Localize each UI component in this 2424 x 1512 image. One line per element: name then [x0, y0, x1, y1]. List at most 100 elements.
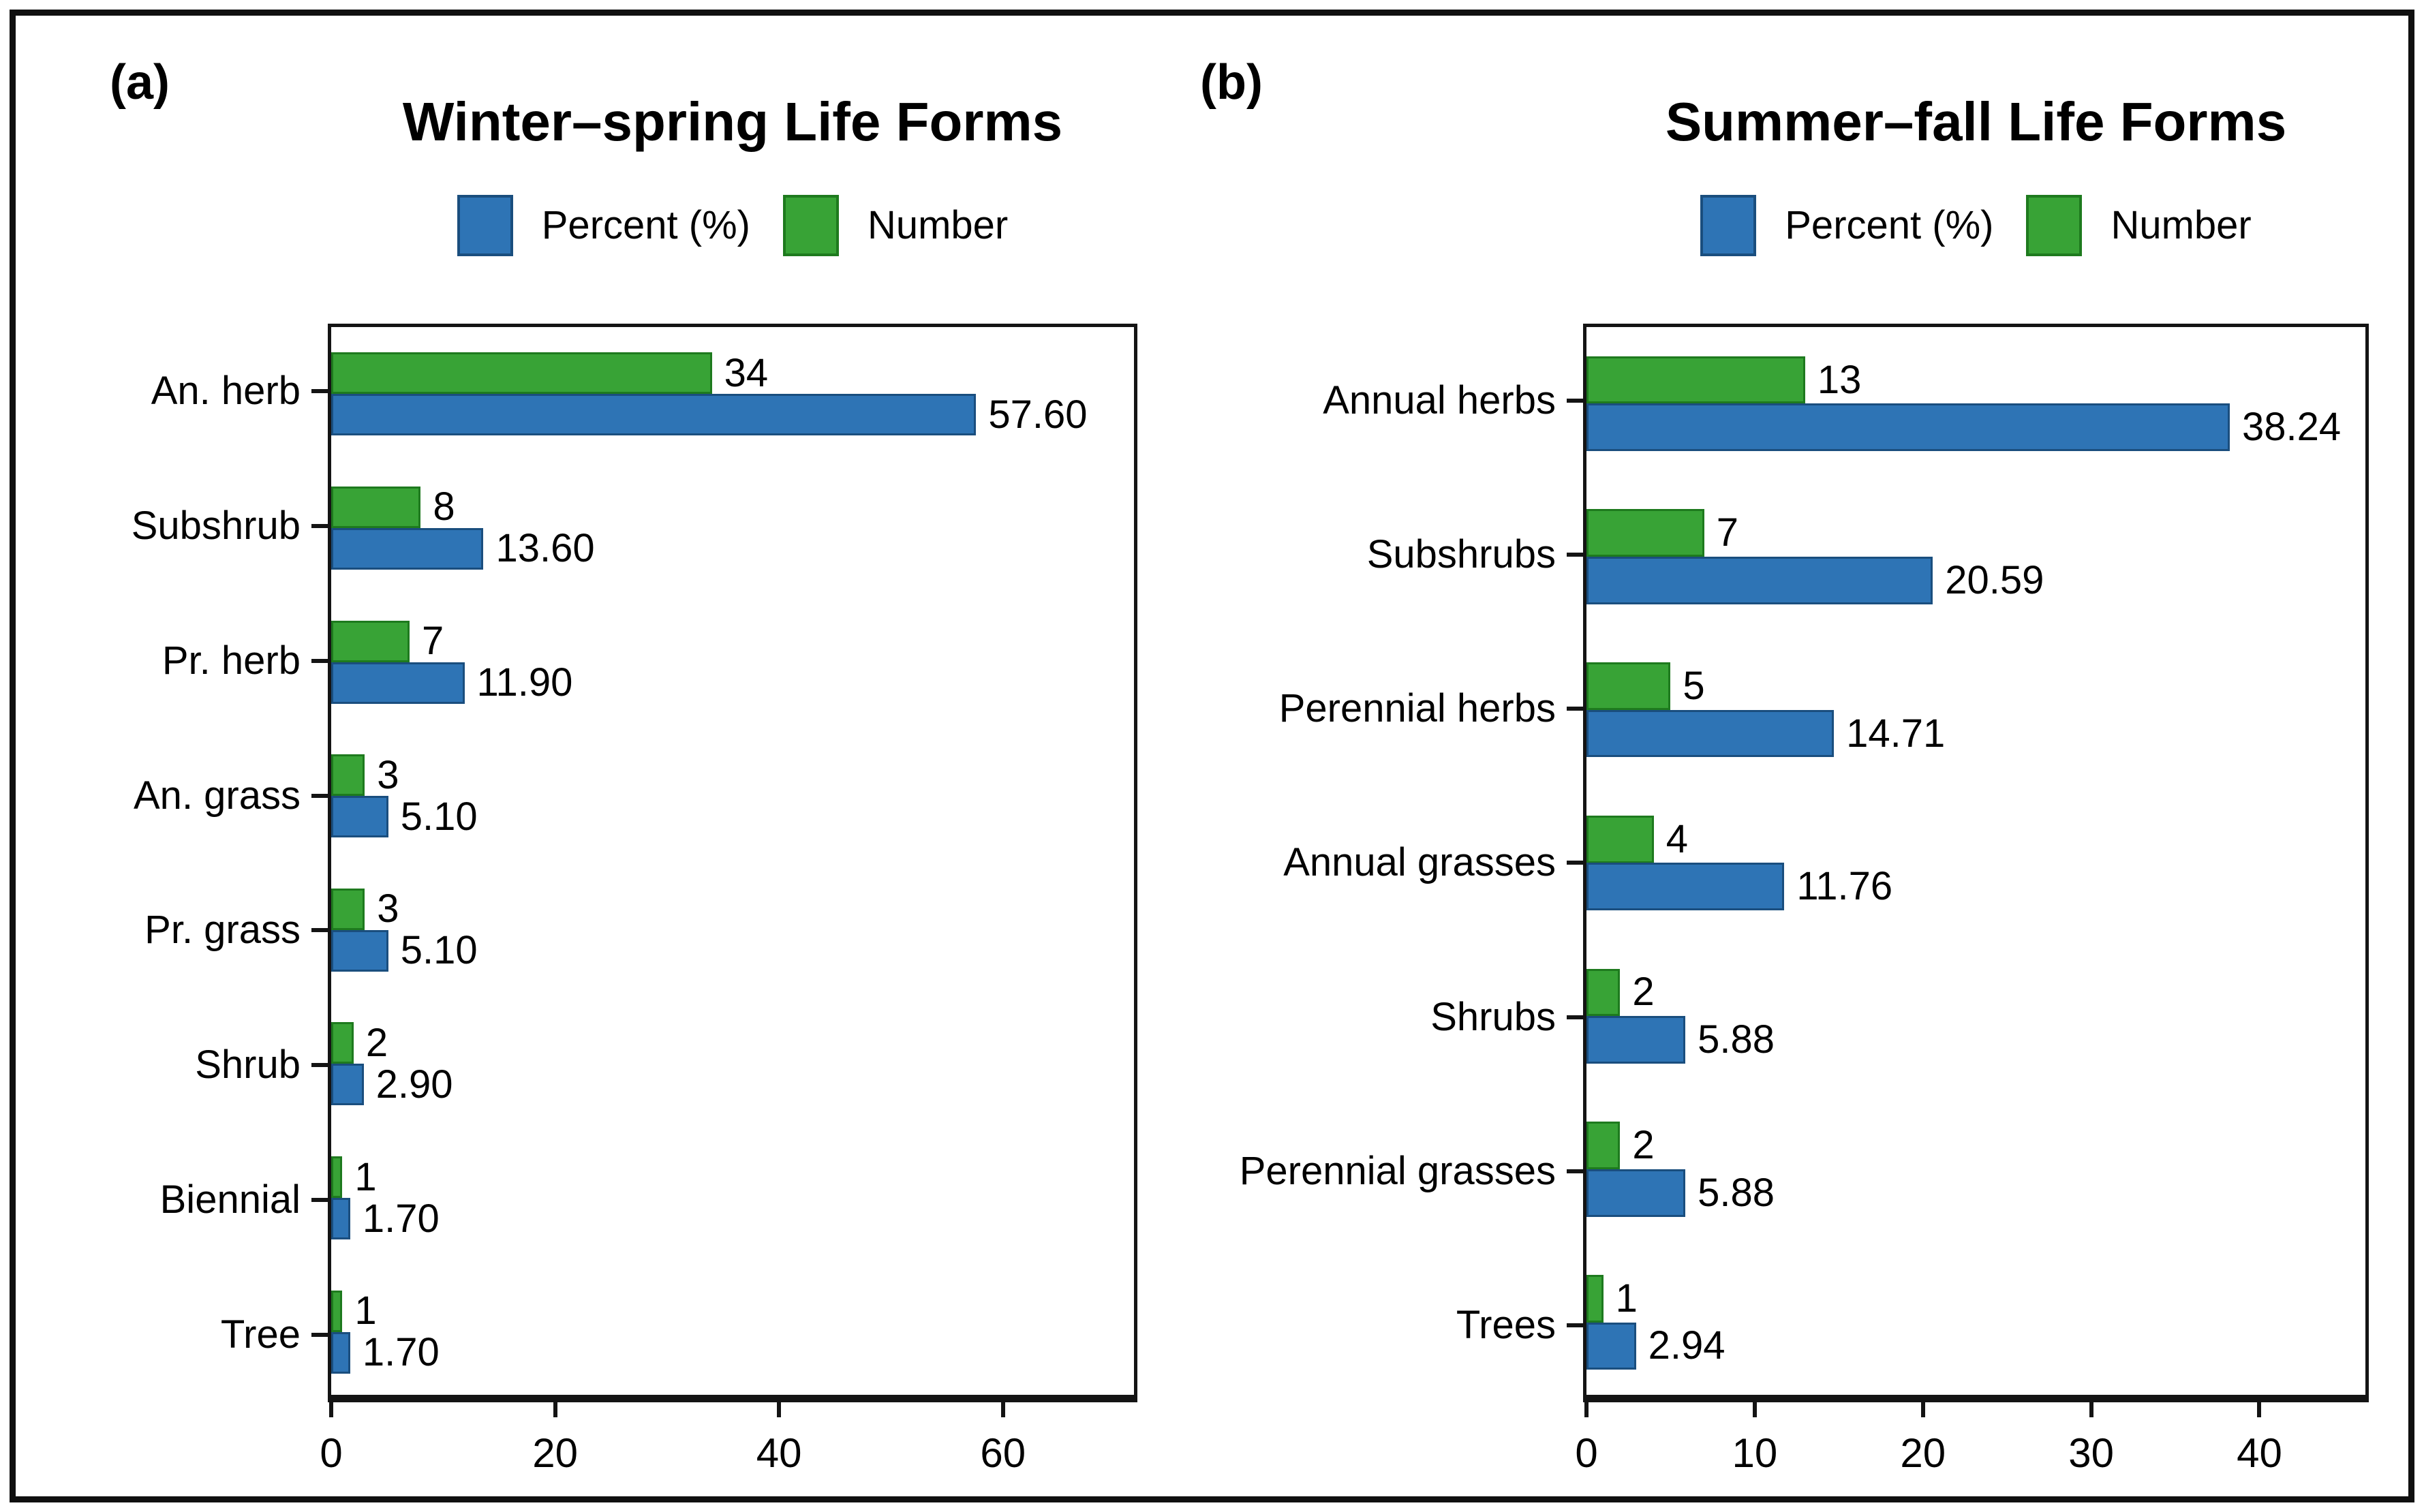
bar-value-label-percent: 13.60	[495, 526, 595, 571]
bar-group: 3 5.10	[331, 729, 1134, 863]
bar-value-label-percent: 57.60	[988, 392, 1088, 437]
number-swatch	[782, 195, 839, 256]
bar-number	[1586, 1274, 1604, 1323]
x-tick-label: 30	[2068, 1430, 2114, 1476]
panel-b-chart: Annual herbs Subshrubs Perennial herbs Annu…	[1188, 324, 2384, 1474]
bar-group: 1 1.70	[331, 1131, 1134, 1265]
category-row: An. herb	[61, 324, 328, 459]
panel-winter-spring: (a) Winter–spring Life Forms Percent (%)…	[61, 43, 1147, 1494]
figure-frame: (a) Winter–spring Life Forms Percent (%)…	[10, 10, 2414, 1502]
bar-number	[1586, 356, 1805, 404]
x-tick-label: 10	[1732, 1430, 1778, 1476]
category-row: Shrub	[61, 998, 328, 1132]
category-label: An. grass	[134, 773, 301, 818]
panel-a-plot-area: 34 57.60 8 13.60 7 11.90 3 5.10 3 5.10 2 2.90 1 1.70 1…	[320, 324, 1137, 1474]
bar-value-label-percent: 5.88	[1698, 1017, 1775, 1062]
category-label: Trees	[1456, 1302, 1556, 1347]
bar-percent	[1586, 403, 2230, 451]
x-tick	[1000, 1402, 1005, 1417]
bar-value-label-percent: 5.10	[400, 928, 478, 973]
bar-group: 5 14.71	[1586, 633, 2365, 786]
bar-value-label-number: 4	[1666, 816, 1688, 861]
bar-value-label-number: 8	[433, 484, 455, 529]
legend-item: Number	[2026, 195, 2252, 256]
x-tick	[2089, 1402, 2093, 1417]
bar-value-label-percent: 2.90	[375, 1062, 453, 1107]
y-tick	[1567, 553, 1583, 557]
bar-value-label-number: 13	[1817, 357, 1862, 402]
number-swatch	[2026, 195, 2083, 256]
panel-b-plot-area: 13 38.24 7 20.59 5 14.71 4 11.76 2 5.88 2 5.88 1 2.94…	[1575, 324, 2369, 1474]
x-tick	[553, 1402, 557, 1417]
bar-number	[331, 1156, 343, 1199]
category-label: Annual herbs	[1323, 378, 1556, 423]
x-tick-label: 0	[320, 1430, 343, 1476]
bar-value-label-number: 1	[354, 1289, 377, 1333]
bar-group: 13 38.24	[1586, 327, 2365, 480]
bar-number	[331, 888, 365, 930]
bar-value-label-number: 5	[1683, 663, 1705, 708]
bar-number	[331, 352, 712, 395]
panel-b-tag: (b)	[1200, 55, 1263, 110]
bar-value-label-percent: 1.70	[362, 1330, 440, 1375]
percent-swatch	[457, 195, 513, 256]
category-row: Perennial grasses	[1188, 1094, 1583, 1248]
category-row: Pr. herb	[61, 593, 328, 728]
bar-number	[331, 1290, 343, 1332]
category-row: Tree	[61, 1267, 328, 1402]
legend-item-label: Number	[2111, 203, 2252, 247]
y-tick	[311, 1198, 328, 1203]
bar-number	[1586, 509, 1704, 557]
bar-group: 34 57.60	[331, 327, 1134, 461]
bar-percent	[1586, 709, 1835, 758]
bar-group: 1 1.70	[331, 1265, 1134, 1399]
bar-group: 2 5.88	[1586, 1093, 2365, 1246]
y-tick	[1567, 1015, 1583, 1019]
category-row: Perennial herbs	[1188, 632, 1583, 786]
category-label: Subshrub	[131, 503, 301, 548]
bar-percent	[331, 1064, 364, 1106]
bar-percent	[331, 796, 388, 838]
category-label: Subshrubs	[1366, 532, 1556, 577]
bar-percent	[1586, 1016, 1686, 1064]
bar-value-label-number: 1	[354, 1154, 377, 1199]
panel-summer-fall: (b) Summer–fall Life Forms Percent (%) Nu…	[1188, 43, 2384, 1494]
category-row: Biennial	[61, 1132, 328, 1267]
bar-percent	[331, 394, 977, 436]
panel-a-chart: An. herb Subshrub Pr. herb An. grass Pr. gra…	[61, 324, 1147, 1474]
bar-value-label-number: 7	[422, 619, 444, 664]
y-tick	[1567, 1169, 1583, 1173]
panel-a-category-axis: An. herb Subshrub Pr. herb An. grass Pr. gra…	[61, 324, 328, 1402]
bar-percent	[331, 527, 484, 570]
bar-percent	[1586, 863, 1785, 911]
y-tick	[311, 1063, 328, 1068]
bar-value-label-percent: 5.88	[1698, 1170, 1775, 1215]
bar-value-label-percent: 38.24	[2242, 405, 2342, 450]
bar-percent	[331, 662, 465, 704]
bar-percent	[1586, 1169, 1686, 1217]
y-tick	[311, 928, 328, 933]
bar-number	[331, 486, 421, 528]
bar-group: 3 5.10	[331, 863, 1134, 998]
category-row: Annual grasses	[1188, 786, 1583, 940]
category-label: Pr. herb	[162, 638, 301, 683]
legend-item: Percent (%)	[1700, 195, 1993, 256]
x-tick-label: 40	[756, 1430, 802, 1476]
y-tick	[1567, 1323, 1583, 1327]
category-label: Perennial herbs	[1278, 686, 1556, 731]
x-tick	[1584, 1402, 1589, 1417]
y-tick	[1567, 707, 1583, 711]
category-label: Annual grasses	[1283, 840, 1556, 885]
category-label: Tree	[220, 1312, 301, 1357]
category-row: Subshrubs	[1188, 478, 1583, 632]
bar-number	[331, 1022, 354, 1064]
bar-value-label-number: 34	[724, 350, 769, 395]
bar-percent	[331, 1331, 350, 1374]
bar-value-label-percent: 1.70	[362, 1196, 440, 1241]
bar-number	[1586, 1122, 1621, 1169]
bar-value-label-percent: 5.10	[400, 794, 478, 839]
category-label: Biennial	[159, 1177, 301, 1222]
panel-a-legend: Percent (%) Number	[328, 193, 1137, 258]
x-tick	[1920, 1402, 1925, 1417]
bar-group: 2 5.88	[1586, 940, 2365, 1093]
